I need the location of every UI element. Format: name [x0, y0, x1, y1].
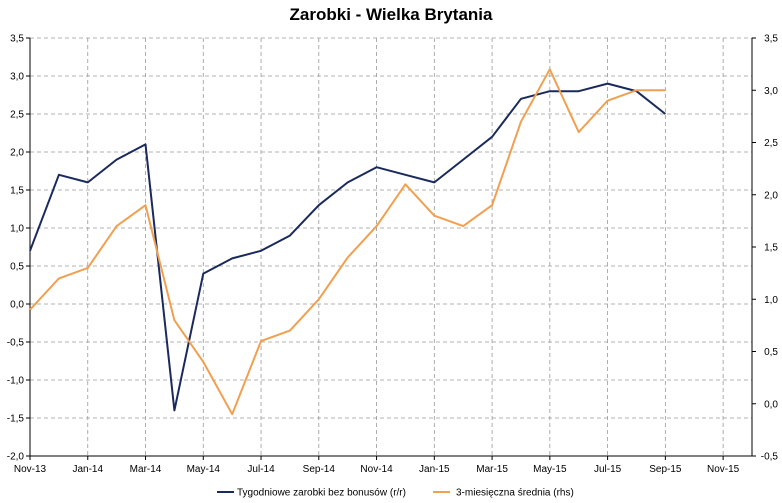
x-tick-label: Jan-14: [72, 464, 103, 475]
y-right-tick-label: 2,0: [764, 190, 778, 201]
legend-item-1: Tygodniowe zarobki bez bonusów (r/r): [217, 488, 406, 499]
y-right-tick-label: 3,0: [764, 86, 778, 97]
y-left-tick-label: 1,0: [10, 224, 24, 235]
y-left-tick-label: -0,5: [7, 338, 25, 349]
x-tick-label: Sep-14: [303, 464, 336, 475]
x-tick-label: May-15: [533, 464, 567, 475]
series-line-2: [29, 68, 666, 416]
y-right-tick-label: 0,5: [764, 347, 778, 358]
x-tick-label: Sep-15: [649, 464, 682, 475]
y-right-tick-label: 1,5: [764, 243, 778, 254]
y-left-tick-label: -1,0: [7, 376, 25, 387]
chart-title: Zarobki - Wielka Brytania: [290, 5, 494, 24]
y-right-tick-label: 1,0: [764, 295, 778, 306]
y-right-tick-label: 3,5: [764, 34, 778, 45]
x-tick-label: Nov-13: [14, 464, 47, 475]
y-left-tick-label: -1,5: [7, 414, 25, 425]
y-left-tick-label: 3,0: [10, 72, 24, 83]
x-tick-label: Jul-15: [594, 464, 622, 475]
y-left-tick-label: 3,5: [10, 34, 24, 45]
y-left-tick-label: -2,0: [7, 452, 25, 463]
axes: 3,5 3,0 2,5 2,0 1,5 1,0 0,5 0,0 -0,5 -1,0 -1,5 -2,0…: [7, 34, 779, 476]
series-lines: [29, 68, 667, 416]
x-tick-label: Jul-14: [247, 464, 275, 475]
y-right-tick-label: 0,0: [764, 399, 778, 410]
y-left-tick-label: 1,5: [10, 186, 24, 197]
legend-item-2: 3-miesięczna średnia (rhs): [433, 488, 574, 499]
x-tick-label: Jan-15: [419, 464, 450, 475]
y-right-tick-label: 2,5: [764, 138, 778, 149]
y-left-tick-label: 0,0: [10, 300, 24, 311]
y-left-tick-label: 2,0: [10, 148, 24, 159]
x-tick-label: Mar-14: [130, 464, 162, 475]
series-line-1: [29, 82, 667, 412]
legend: Tygodniowe zarobki bez bonusów (r/r) 3-mi…: [217, 488, 574, 499]
x-tick-label: Nov-15: [707, 464, 740, 475]
x-tick-label: Nov-14: [360, 464, 393, 475]
legend-label: Tygodniowe zarobki bez bonusów (r/r): [237, 488, 406, 499]
y-right-tick-label: -0,5: [761, 452, 779, 463]
grid: [29, 37, 752, 456]
y-left-tick-label: 0,5: [10, 262, 24, 273]
y-left-tick-label: 2,5: [10, 110, 24, 121]
legend-label: 3-miesięczna średnia (rhs): [456, 488, 574, 499]
x-tick-label: May-14: [187, 464, 221, 475]
x-tick-label: Mar-15: [476, 464, 508, 475]
